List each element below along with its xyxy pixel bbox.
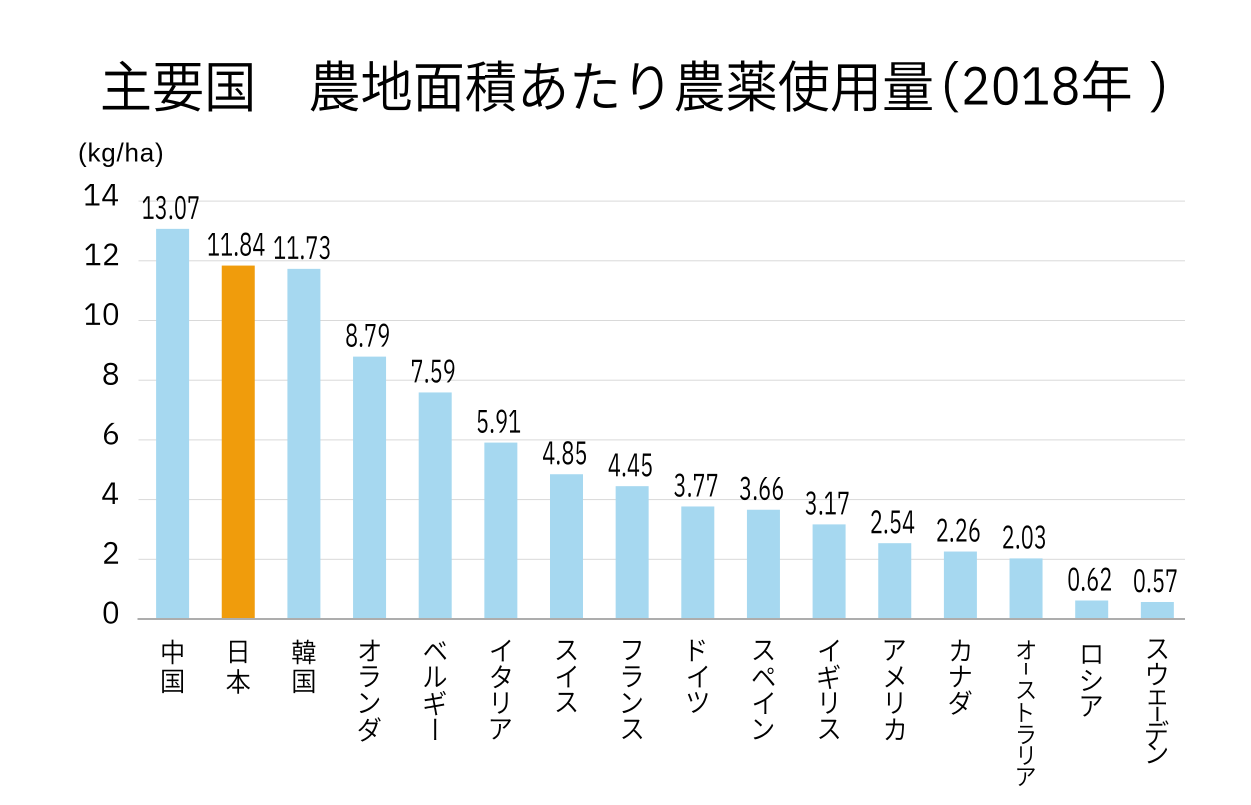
svg-text:(kg/ha): (kg/ha) xyxy=(78,137,165,167)
